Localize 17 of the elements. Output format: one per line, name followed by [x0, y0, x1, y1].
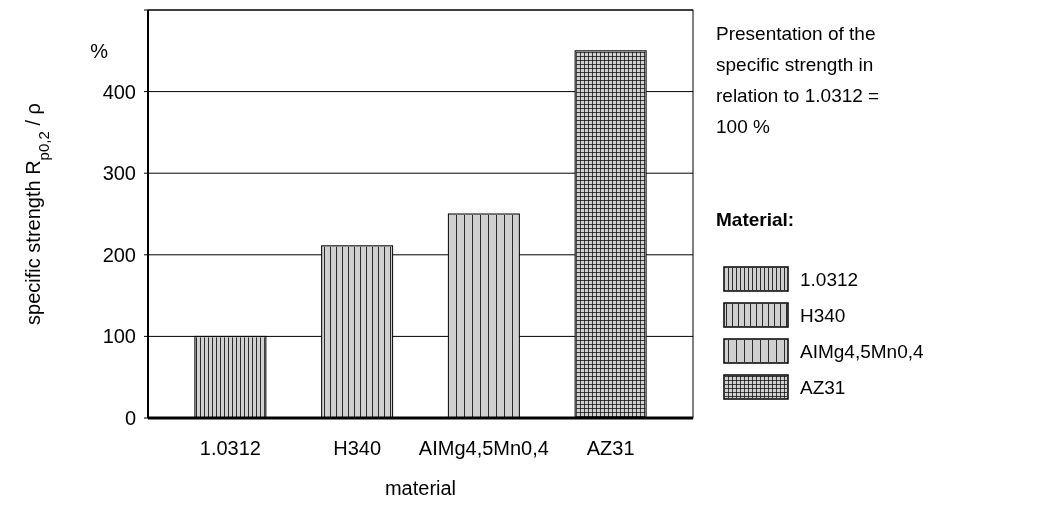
legend-label: 1.0312 — [800, 268, 859, 290]
x-tick-label: H340 — [333, 437, 382, 459]
x-tick-label: AZ31 — [586, 437, 635, 459]
y-tick-label: 300 — [102, 162, 136, 185]
y-tick-label: 0 — [124, 407, 136, 429]
x-tick-label: AIMg4,5Mn0,4 — [418, 437, 549, 459]
legend-title: Material: — [716, 209, 795, 230]
legend-label: AIMg4,5Mn0,4 — [800, 340, 924, 362]
x-axis-title: material — [384, 477, 457, 499]
text: % — [90, 39, 109, 62]
y-tick-label: 100 — [102, 325, 136, 348]
legend-label: AZ31 — [800, 376, 846, 398]
x-tick-label: 1.0312 — [199, 437, 261, 459]
y-tick-label: 200 — [102, 243, 136, 266]
y-tick-label: 400 — [102, 80, 136, 103]
text: Presentation of the specific strength in relation to 1.0312 = 100 % — [716, 23, 880, 137]
legend-label: H340 — [800, 304, 846, 326]
